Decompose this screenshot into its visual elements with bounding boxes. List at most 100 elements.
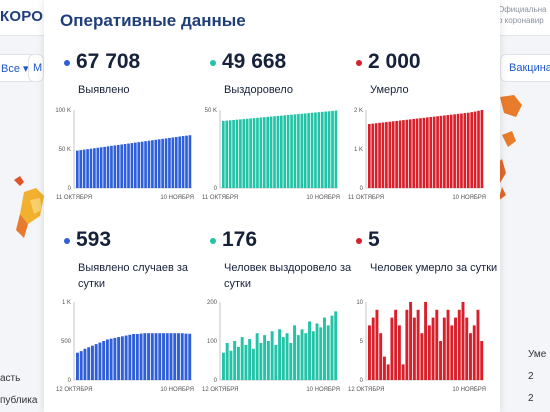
chart-died-svg: 2 K 1 K 0 11 ОКТЯБРЯ 10 НОЯБРЯ — [348, 108, 486, 201]
bar — [109, 338, 113, 380]
stat-value: 67 708 — [76, 50, 141, 73]
y-tick-label: 50 K — [205, 108, 217, 114]
stat-label: Умерло — [370, 84, 409, 96]
bar — [113, 145, 117, 188]
bar — [90, 345, 94, 380]
bar — [431, 317, 435, 380]
stat-label: Человек выздоровело за сутки — [224, 262, 352, 290]
bar — [130, 143, 134, 188]
y-tick-label: 0 — [68, 186, 72, 192]
operational-data-card: Оперативные данные 67 708 Выявлено 49 66… — [44, 0, 500, 412]
bar — [402, 120, 405, 188]
bar — [443, 115, 446, 188]
region-list-right: Уме 2 2 — [528, 344, 546, 410]
bar — [412, 317, 416, 380]
bar — [398, 120, 402, 188]
bar — [297, 114, 300, 188]
region-list-left: асть публика — [0, 368, 37, 412]
bar — [408, 119, 412, 188]
bar — [371, 317, 375, 380]
bar — [154, 333, 158, 380]
bar — [394, 309, 398, 380]
x-start-label: 12 ОКТЯБРЯ — [56, 387, 93, 393]
bar — [293, 325, 297, 380]
bar — [273, 116, 276, 188]
series-dot — [64, 238, 70, 244]
bar — [147, 333, 151, 380]
vaccination-tab[interactable]: Вакцинац — [500, 54, 550, 82]
bar — [289, 342, 293, 380]
bar — [388, 121, 392, 188]
bar — [168, 137, 171, 188]
bar — [139, 333, 143, 380]
bar — [117, 337, 121, 380]
bar — [120, 336, 124, 380]
bar — [472, 325, 476, 380]
bar — [242, 119, 246, 188]
bar — [236, 346, 240, 380]
bar — [439, 115, 443, 188]
chart-detected: 100 K 50 K 0 11 ОКТЯБРЯ 10 НОЯБРЯ — [52, 106, 198, 206]
x-end-label: 10 НОЯБРЯ — [452, 195, 486, 201]
bar — [461, 302, 465, 380]
bar — [83, 348, 87, 380]
chart-detected-daily: 1 K 500 0 12 ОКТЯБРЯ 10 НОЯБРЯ — [52, 298, 198, 398]
chart-died-daily-svg: 10 5 0 12 ОКТЯБРЯ 10 НОЯБРЯ — [348, 300, 486, 393]
bar — [460, 113, 463, 188]
bar — [320, 111, 324, 188]
x-start-label: 11 ОКТЯБРЯ — [56, 195, 92, 201]
bar — [436, 116, 439, 188]
bar — [233, 341, 237, 380]
bar — [416, 309, 420, 380]
bar — [128, 334, 132, 380]
bar — [405, 309, 409, 380]
bar — [319, 327, 323, 380]
filter-chip[interactable]: М — [28, 54, 44, 82]
region-item[interactable]: асть — [0, 373, 21, 384]
bar — [259, 117, 263, 188]
bar — [382, 356, 386, 380]
bar — [150, 333, 154, 380]
bar — [470, 112, 474, 188]
bar — [457, 309, 461, 380]
bar — [252, 118, 256, 188]
bar — [106, 146, 110, 188]
chart-died-daily: 10 5 0 12 ОКТЯБРЯ 10 НОЯБРЯ — [344, 298, 490, 398]
bar — [251, 348, 255, 380]
x-start-label: 11 ОКТЯБРЯ — [348, 195, 384, 201]
bar — [432, 116, 436, 188]
bar — [422, 117, 426, 188]
x-end-label: 10 НОЯБРЯ — [160, 387, 194, 393]
stat-label: Выявлено случаев за сутки — [78, 262, 189, 290]
bar — [140, 141, 144, 188]
chart-recovered-svg: 50 K 0 11 ОКТЯБРЯ 10 НОЯБРЯ — [202, 108, 340, 201]
bar — [188, 333, 192, 380]
bar — [222, 352, 225, 380]
bar — [426, 117, 429, 188]
bar — [385, 122, 388, 188]
stat-label: Выздоровело — [224, 84, 293, 96]
bar — [449, 114, 453, 188]
region-item[interactable]: публика — [0, 395, 38, 406]
bar — [110, 145, 113, 188]
bar — [164, 138, 168, 188]
bar — [76, 150, 79, 188]
bar — [409, 302, 413, 380]
bar — [158, 333, 162, 380]
bar — [274, 344, 278, 380]
bar — [379, 333, 383, 380]
bar — [147, 140, 151, 188]
bar — [266, 341, 270, 380]
site-info-text: Официальна о коронавир — [498, 4, 548, 26]
bar — [185, 135, 188, 188]
bar — [157, 139, 161, 188]
bar — [144, 141, 147, 188]
chart-detected-svg: 100 K 50 K 0 11 ОКТЯБРЯ 10 НОЯБРЯ — [55, 108, 194, 201]
bar — [184, 333, 188, 380]
bar — [315, 323, 319, 380]
bar — [330, 315, 334, 380]
bar — [314, 112, 317, 188]
y-tick-label: 1 K — [62, 300, 71, 306]
bar — [188, 135, 192, 188]
bar — [415, 118, 419, 188]
